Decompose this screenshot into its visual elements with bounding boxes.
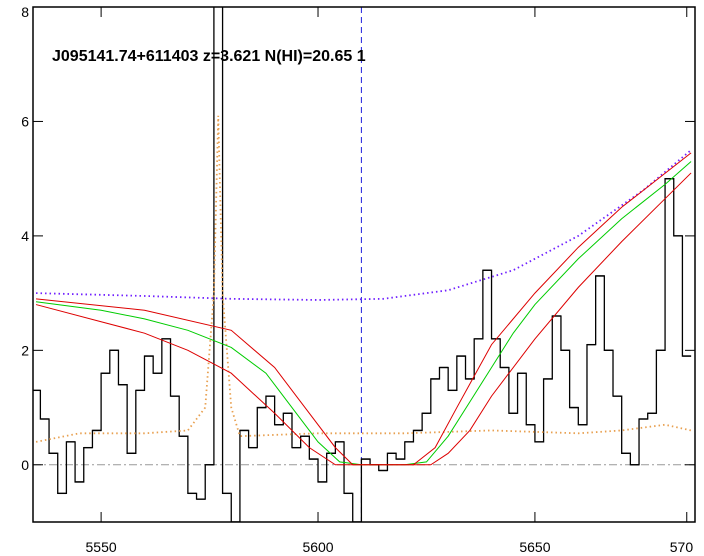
y-tick-label: 2 bbox=[21, 342, 29, 358]
x-tick-label: 570 bbox=[670, 539, 694, 555]
y-tick-label: 6 bbox=[21, 113, 29, 129]
x-tick-label: 5650 bbox=[519, 539, 550, 555]
frame bbox=[32, 6, 696, 523]
series-fit-upper bbox=[35, 152, 692, 466]
series-continuum bbox=[36, 149, 692, 301]
y-tick-label: 4 bbox=[21, 228, 29, 244]
series-fit-lower bbox=[35, 172, 692, 466]
x-tick-label: 5550 bbox=[86, 539, 117, 555]
series-fit bbox=[35, 161, 692, 466]
series-error bbox=[35, 115, 692, 443]
y-tick-label: 8 bbox=[21, 4, 29, 20]
y-tick-label: 0 bbox=[21, 457, 29, 473]
chart-title: J095141.74+611403 z=3.621 N(HI)=20.65 1 bbox=[52, 48, 366, 65]
flux-connectors bbox=[33, 7, 692, 522]
x-tick-label: 5600 bbox=[302, 539, 333, 555]
plot-area bbox=[33, 7, 695, 522]
